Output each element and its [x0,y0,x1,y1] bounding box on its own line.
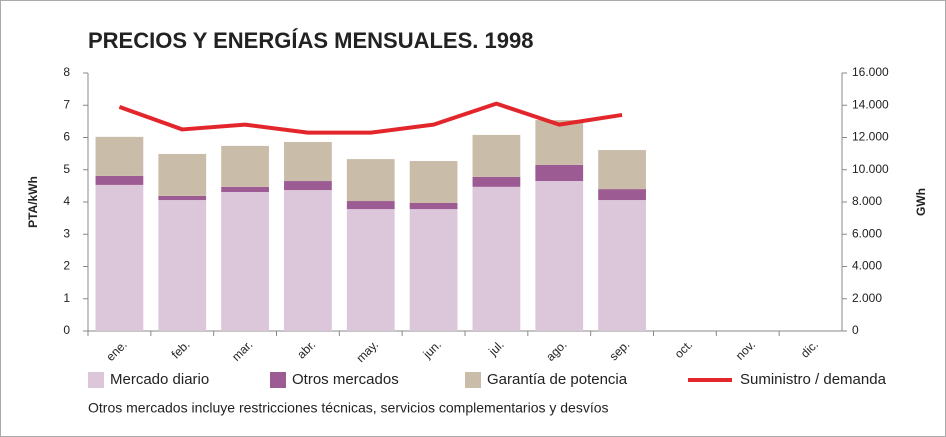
bar-segment [472,186,521,331]
bar-segment [472,176,521,187]
y-tick-label: 0 [63,323,70,337]
chart-title: PRECIOS Y ENERGÍAS MENSUALES. 1998 [88,28,533,53]
bar-segment [346,209,395,331]
bar-segment [158,200,207,331]
y2-tick-label: 0 [852,323,859,337]
bar-segment [284,142,332,182]
line-series [118,101,623,135]
legend-label: Garantía de potencia [487,371,628,388]
bar-segment [346,201,395,210]
y-tick-label: 1 [63,291,70,305]
bar-segment [535,181,584,331]
bar-segment [95,184,144,331]
bar-segment [409,209,458,331]
y2-tick-label: 14.000 [852,97,889,111]
bar-segment [158,153,207,196]
y-tick-label: 7 [63,97,70,111]
y-tick-label: 3 [63,226,70,240]
bar-segment [221,145,269,187]
bar-segment [284,181,332,191]
bar-segment [158,195,207,201]
bar-segment [409,202,458,210]
y2-tick-label: 10.000 [852,162,889,176]
y2-tick-label: 8.000 [852,194,882,208]
bar-segment [409,161,458,203]
bar-segment [598,150,646,190]
bar-segment [598,200,646,331]
bar-segment [284,190,332,331]
footnote: Otros mercados incluye restricciones téc… [88,400,609,416]
y-tick-label: 8 [63,65,70,79]
bar-segment [598,189,646,201]
y-tick-label: 2 [63,259,70,273]
y2-tick-label: 16.000 [852,65,889,79]
y-tick-label: 6 [63,130,70,144]
legend-label: Mercado diario [110,371,209,388]
legend-swatch [465,372,481,388]
y-axis-label: PTA/kWh [26,176,40,228]
legend-swatch [270,372,286,388]
bar-segment [535,120,584,165]
y-tick-label: 4 [63,194,70,208]
bar-segment [535,164,584,182]
y2-tick-label: 2.000 [852,291,882,305]
bar-segment [472,134,521,177]
legend-label: Otros mercados [292,371,399,388]
legend-swatch [88,372,104,388]
bar-segment [221,192,269,331]
bar-segment [95,136,144,176]
y-tick-label: 5 [63,162,70,176]
bar-segment [346,159,395,202]
y2-tick-label: 6.000 [852,226,882,240]
y2-tick-label: 4.000 [852,259,882,273]
y2-tick-label: 12.000 [852,130,889,144]
y2-axis-label: GWh [914,188,928,216]
bar-segment [95,175,144,185]
bar-segment [221,186,269,193]
legend-label: Suministro / demanda [740,371,887,388]
